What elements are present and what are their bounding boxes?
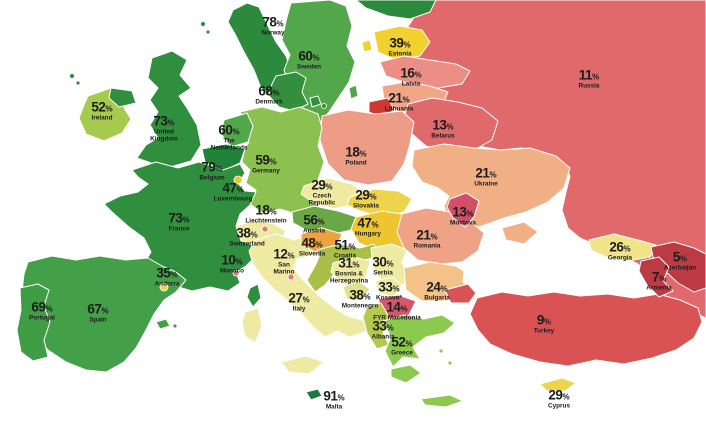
region-denmark bbox=[268, 71, 309, 112]
region-denmark-isles bbox=[309, 95, 322, 108]
region-faroe-1 bbox=[69, 73, 75, 79]
region-cyprus bbox=[539, 377, 577, 392]
region-greek-isle-2 bbox=[447, 360, 453, 366]
region-corsica bbox=[246, 283, 262, 308]
region-armenia bbox=[638, 256, 674, 298]
region-turkey-thrace bbox=[444, 283, 477, 304]
region-monaco-dot bbox=[232, 269, 240, 277]
region-shetland-1 bbox=[200, 21, 206, 27]
region-faroe-2 bbox=[75, 80, 81, 86]
region-belgium bbox=[201, 143, 246, 172]
region-shetland-2 bbox=[205, 29, 211, 35]
region-montenegro bbox=[342, 280, 371, 302]
region-peloponnese bbox=[390, 364, 422, 384]
region-northern-ireland bbox=[108, 87, 137, 108]
region-greek-isle-1 bbox=[438, 348, 444, 354]
region-sicily bbox=[280, 355, 325, 375]
region-poland bbox=[319, 109, 415, 186]
region-estonia bbox=[373, 25, 431, 61]
region-sardinia bbox=[241, 307, 263, 344]
region-latvia bbox=[379, 55, 471, 89]
region-kosovo bbox=[374, 276, 403, 298]
region-finland-tip bbox=[355, 0, 437, 20]
region-turkey bbox=[469, 291, 703, 367]
region-greece bbox=[382, 314, 456, 368]
region-crete bbox=[420, 394, 464, 408]
region-luxembourg-dot bbox=[233, 175, 243, 185]
region-netherlands bbox=[220, 112, 254, 148]
region-crimea bbox=[501, 221, 539, 245]
region-san-marino-dot bbox=[287, 273, 295, 281]
region-denmark-isle2 bbox=[321, 103, 327, 109]
region-liechtenstein-dot bbox=[261, 225, 269, 233]
region-estonia-isles bbox=[361, 39, 373, 53]
region-gotland bbox=[348, 84, 359, 100]
region-united-kingdom bbox=[136, 50, 202, 168]
region-balearics bbox=[155, 318, 171, 330]
region-balearics-2 bbox=[172, 323, 178, 329]
region-france bbox=[103, 161, 259, 292]
region-malta bbox=[305, 388, 323, 401]
region-portugal bbox=[16, 283, 51, 362]
region-andorra-dot bbox=[159, 282, 169, 292]
region-slovakia bbox=[346, 188, 413, 218]
region-moldova bbox=[446, 192, 480, 228]
region-georgia bbox=[588, 233, 657, 262]
